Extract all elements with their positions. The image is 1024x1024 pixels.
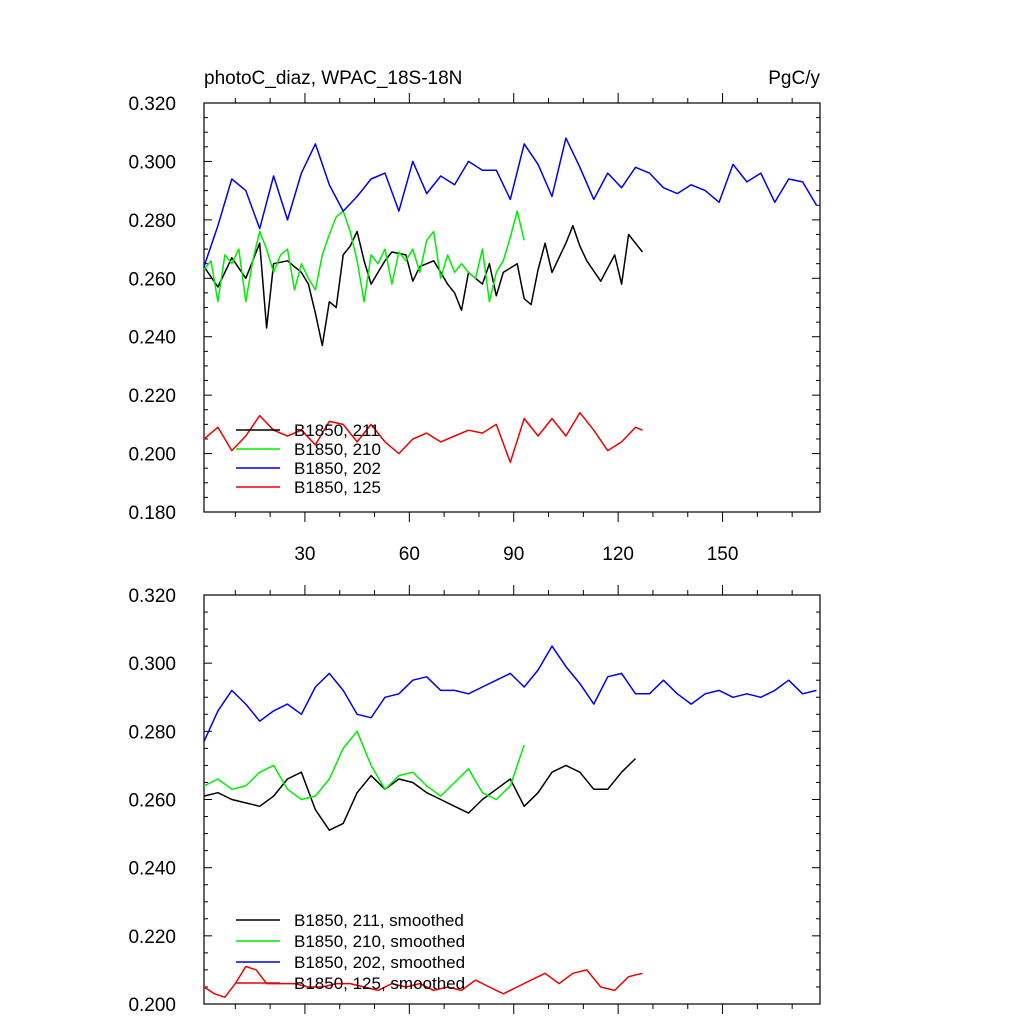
x-tick-label: 150 [707,544,739,565]
x-tick-label: 60 [399,544,420,565]
legend-label: B1850, 210 [294,440,381,459]
y-tick-label: 0.320 [128,94,176,115]
bottom-chart-panel: 0.200 0.220 0.240 0.260 0.280 0.300 0.320 B185… [128,585,821,1016]
legend-label: B1850, 210, smoothed [294,932,465,951]
y-tick-label: 0.220 [128,386,176,407]
y-tick-label: 0.260 [128,269,176,290]
legend-label: B1850, 125 [294,478,381,497]
legend: B1850, 211, smoothed B1850, 210, smoothed… [236,911,465,993]
y-tick-label: 0.220 [128,927,176,948]
series-group [203,645,817,998]
y-tick-label: 0.280 [128,722,176,743]
y-tick-label: 0.280 [128,211,176,232]
series-line-3 [203,645,817,742]
top-chart-panel: photoC_diaz, WPAC_18S-18N PgC/y 0.180 0.2… [128,68,821,565]
y-tick-label: 0.200 [128,445,176,466]
y-tick-label: 0.320 [128,586,176,607]
y-tick-label: 0.240 [128,328,176,349]
legend-label: B1850, 211, smoothed [294,911,464,930]
chart-units-label: PgC/y [768,68,820,89]
series-line-2 [203,210,525,303]
x-tick-label: 30 [294,544,315,565]
series-line-3 [203,137,818,267]
series-line-1 [203,758,637,831]
legend-label: B1850, 125, smoothed [294,974,465,993]
series-group [203,137,818,464]
axis-ticks: 0.200 0.220 0.240 0.260 0.280 0.300 0.320 [128,585,820,1016]
series-line-4 [203,965,643,998]
series-line-2 [203,730,525,801]
y-tick-label: 0.300 [128,152,176,173]
axis-ticks: 0.180 0.200 0.220 0.240 0.260 0.280 0.300 0.320… [128,93,820,565]
legend-label: B1850, 202 [294,459,381,478]
y-tick-label: 0.240 [128,859,176,880]
legend-label: B1850, 211 [294,421,380,440]
y-tick-label: 0.200 [128,995,176,1016]
y-tick-label: 0.260 [128,791,176,812]
chart-title: photoC_diaz, WPAC_18S-18N [204,68,462,89]
x-tick-label: 120 [602,544,634,565]
legend-label: B1850, 202, smoothed [294,953,465,972]
y-tick-label: 0.300 [128,654,176,675]
y-tick-label: 0.180 [128,503,176,524]
x-tick-label: 90 [503,544,524,565]
series-line-1 [203,224,644,347]
series-line-4 [203,411,643,464]
